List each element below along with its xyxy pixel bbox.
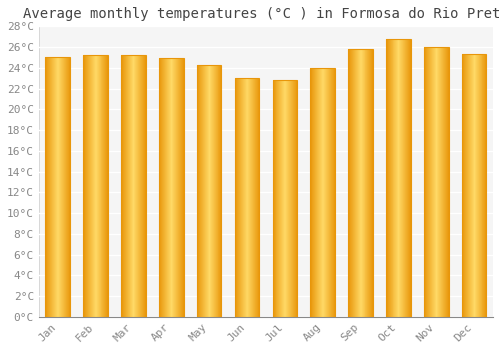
Bar <box>234 78 260 317</box>
Bar <box>386 39 410 317</box>
Bar <box>121 55 146 317</box>
Bar <box>46 57 70 317</box>
Bar <box>462 54 486 317</box>
Bar <box>424 47 448 317</box>
Bar <box>348 49 373 317</box>
Bar <box>84 55 108 317</box>
Bar <box>272 80 297 317</box>
Bar <box>197 65 222 317</box>
Bar <box>159 58 184 317</box>
Bar <box>310 68 335 317</box>
Title: Average monthly temperatures (°C ) in Formosa do Rio Preto: Average monthly temperatures (°C ) in Fo… <box>23 7 500 21</box>
